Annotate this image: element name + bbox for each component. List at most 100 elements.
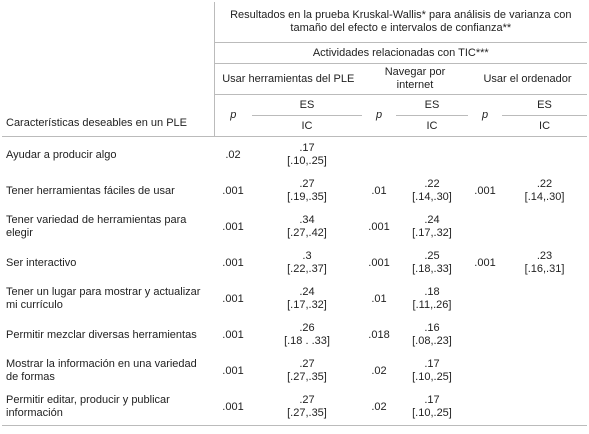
data-row: Tener herramientas fáciles de usar .001 .2… (2, 173, 587, 209)
ic-value: [.27,.35] (287, 371, 327, 383)
data-row: Permitir mezclar diversas herramientas .0… (2, 317, 587, 353)
ic-value: [.18,.33] (412, 263, 452, 275)
es-cell: .27 [.27,.35] (252, 389, 362, 426)
data-row: Ayudar a producir algo .02 .17 [.10,.25] (2, 137, 587, 174)
empty-cell (468, 317, 502, 353)
ic-header: IC (502, 115, 588, 137)
es-value: .16 (424, 322, 440, 334)
p-value: .001 (474, 256, 496, 269)
p-value: .02 (225, 148, 241, 161)
ic-value: [.10,.25] (412, 371, 452, 383)
data-row: Tener variedad de herramientas para eleg… (2, 209, 587, 245)
row-label: Ser interactivo (6, 256, 77, 269)
data-row: Mostrar la información en una variedad d… (2, 353, 587, 389)
ic-header: IC (396, 115, 468, 137)
row-label: Mostrar la información en una variedad d… (6, 358, 197, 383)
p-value: .02 (362, 389, 396, 426)
empty-cell (468, 281, 502, 317)
es-cell: .16 [.08,.23] (396, 317, 468, 353)
ic-value: [.27,.35] (287, 407, 327, 419)
es-value: .27 (299, 394, 315, 406)
row-label-header: Características deseables en un PLE (2, 2, 214, 137)
es-value: .26 (299, 322, 315, 334)
ic-value: [.17,.32] (287, 299, 327, 311)
ic-value: [.17,.32] (412, 227, 452, 239)
es-cell: .18 [.11,.26] (396, 281, 468, 317)
ic-value: [.16,.31] (524, 263, 565, 275)
empty-cell (468, 389, 502, 426)
table-title: Resultados en la prueba Kruskal-Wallis* … (213, 2, 588, 43)
ic-value: [.11,.26] (412, 299, 452, 311)
group-header: Usar herramientas del PLE (213, 63, 362, 95)
ic-value: [.10,.25] (287, 155, 327, 167)
empty-cell (502, 209, 587, 245)
empty-cell (468, 209, 502, 245)
p-header: p (468, 94, 502, 137)
data-row: Ser interactivo .001.3 [.22,.37] .001.25 [.1… (2, 245, 587, 281)
es-cell: .24 [.17,.32] (252, 281, 362, 317)
es-value: .22 (536, 178, 553, 190)
ic-value: [.19,.35] (287, 191, 327, 203)
es-cell: .25 [.18,.33] (396, 245, 468, 281)
row-label: Permitir mezclar diversas herramientas (6, 328, 197, 341)
ic-value: [.18 . .33] (284, 335, 330, 347)
group-header: Usar el ordenador (468, 63, 588, 95)
es-header: ES (252, 94, 362, 116)
es-cell: .24 [.17,.32] (396, 209, 468, 245)
p-value: .001 (368, 256, 390, 269)
header-row: Actividades relacionadas con TIC*** (2, 42, 588, 64)
empty-cell (362, 137, 396, 174)
group-header: Navegar por internet (362, 63, 468, 95)
empty-cell (502, 353, 587, 389)
es-header: ES (396, 94, 468, 116)
es-cell: .27 [.19,.35] (252, 173, 362, 209)
es-value: .34 (299, 214, 315, 226)
empty-cell (468, 353, 502, 389)
p-value: .001 (368, 220, 390, 233)
es-value: .17 (424, 394, 440, 406)
es-value: .27 (299, 178, 315, 190)
es-cell: .27 [.27,.35] (252, 353, 362, 389)
empty-cell (468, 137, 502, 174)
p-header: p (213, 94, 252, 137)
p-header: p (362, 94, 396, 137)
data-row: Tener un lugar para mostrar y actualizar… (2, 281, 587, 317)
header-row: Usar herramientas del PLE Navegar por in… (2, 63, 588, 95)
es-value: .18 (424, 286, 440, 298)
header-row: IC IC IC (2, 115, 588, 137)
es-value: .25 (424, 250, 440, 262)
es-value: .22 (424, 178, 440, 190)
es-cell: .34 [.27,.42] (252, 209, 362, 245)
es-value: .17 (299, 142, 315, 154)
row-label: Tener variedad de herramientas para eleg… (6, 214, 187, 239)
es-value: .3 (302, 250, 312, 262)
es-value: .24 (424, 214, 440, 226)
p-value: .001 (222, 184, 244, 197)
es-header: ES (502, 94, 588, 116)
es-cell: .26 [.18 . .33] (252, 317, 362, 353)
ic-value: [.27,.42] (287, 227, 327, 239)
es-cell: .17 [.10,.25] (396, 353, 468, 389)
p-value: .001 (222, 328, 244, 341)
header-row: p ES p ES p ES (2, 94, 588, 137)
es-value: .24 (299, 286, 315, 298)
es-cell: .22 [.14,.30] (396, 173, 468, 209)
p-value: .01 (371, 292, 387, 305)
es-cell: .17 [.10,.25] (252, 137, 362, 174)
row-label: Ayudar a producir algo (6, 148, 117, 161)
es-value: .23 (536, 250, 553, 262)
subtitle: Actividades relacionadas con TIC*** (213, 42, 588, 64)
header-row: Características deseables en un PLE Resu… (2, 2, 588, 137)
page: Características deseables en un PLE Resu… (0, 2, 589, 426)
empty-cell (502, 317, 587, 353)
empty-cell (502, 389, 588, 426)
row-label: Permitir editar, producir y publicar inf… (2, 389, 214, 426)
es-cell: .22 [.14,.30] (502, 173, 587, 209)
row-label: Tener un lugar para mostrar y actualizar… (6, 286, 201, 311)
p-value: .001 (474, 184, 496, 197)
es-cell: .23 [.16,.31] (502, 245, 587, 281)
es-value: .17 (424, 358, 440, 370)
ic-header: IC (252, 115, 362, 137)
data-row: Permitir editar, producir y publicar inf… (2, 389, 588, 426)
p-value: .01 (371, 184, 387, 197)
